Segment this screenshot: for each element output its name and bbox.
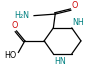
Text: O: O <box>11 21 17 30</box>
Text: HO: HO <box>5 51 17 60</box>
Text: H₂N: H₂N <box>14 11 29 20</box>
Text: NH: NH <box>73 18 84 27</box>
Text: O: O <box>72 0 78 10</box>
Text: HN: HN <box>54 57 66 66</box>
